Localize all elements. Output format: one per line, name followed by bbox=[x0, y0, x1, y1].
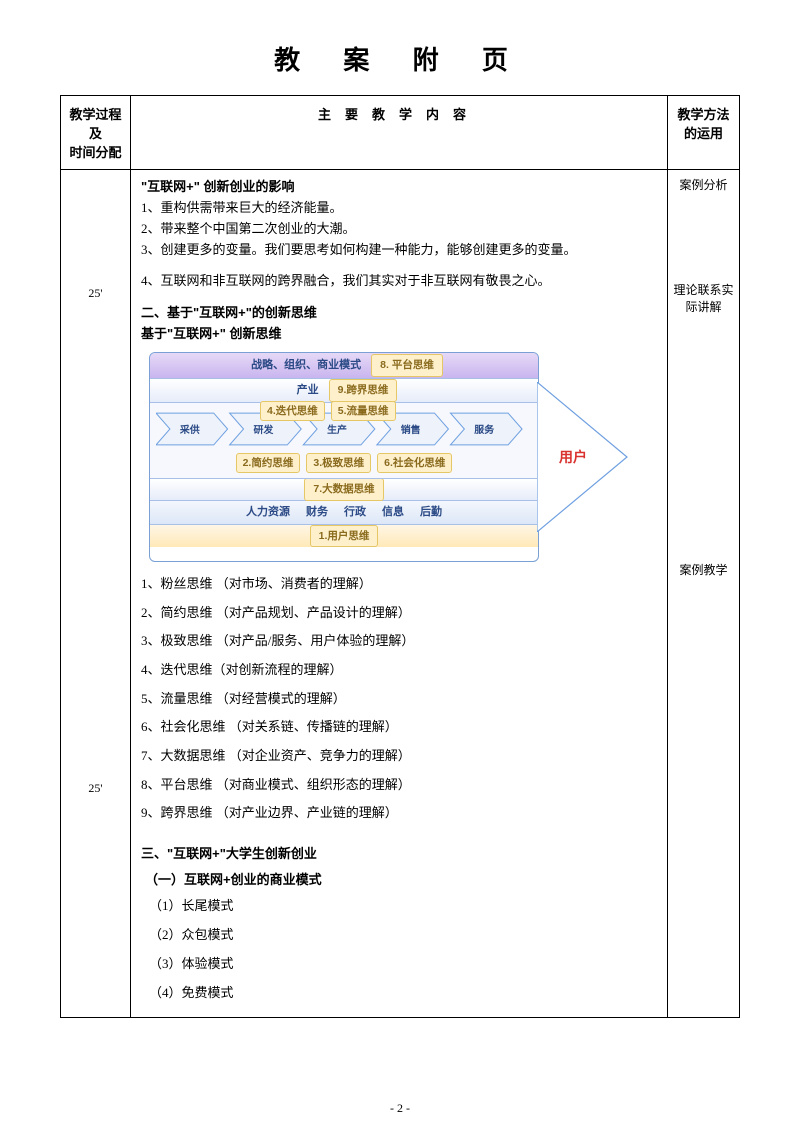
svg-text:销售: 销售 bbox=[401, 423, 421, 436]
think-5: 5、流量思维 （对经营模式的理解） bbox=[141, 687, 657, 712]
tag-cross: 9.跨界思维 bbox=[329, 379, 398, 401]
heading-impact: "互联网+" 创新创业的影响 bbox=[141, 177, 657, 197]
mode-3: （3）体验模式 bbox=[149, 952, 657, 977]
dept-log: 后勤 bbox=[420, 504, 442, 521]
diagram-body: 战略、组织、商业模式 8. 平台思维 产业 9.跨界思维 4.迭代思维 5.流量… bbox=[149, 352, 539, 562]
section-3-list: （一）互联网+创业的商业模式 （1）长尾模式 （2）众包模式 （3）体验模式 （… bbox=[141, 870, 657, 1005]
svg-text:生产: 生产 bbox=[327, 423, 347, 436]
chev-1: 采供 bbox=[156, 413, 228, 445]
header-row: 教学过程 及 时间分配 主要教学内容 教学方法 的运用 bbox=[61, 96, 740, 170]
heading-section-3: 三、"互联网+"大学生创新创业 bbox=[141, 844, 657, 864]
think-8: 8、平台思维 （对商业模式、组织形态的理解） bbox=[141, 773, 657, 798]
mode-4: （4）免费模式 bbox=[149, 981, 657, 1006]
diagram-row-industry: 产业 9.跨界思维 bbox=[150, 379, 538, 403]
tag-user: 1.用户思维 bbox=[310, 525, 379, 547]
col-header-method: 教学方法 的运用 bbox=[668, 96, 740, 170]
think-4: 4、迭代思维（对创新流程的理解） bbox=[141, 658, 657, 683]
page-title: 教 案 附 页 bbox=[60, 40, 740, 77]
mode-1: （1）长尾模式 bbox=[149, 894, 657, 919]
dept-info: 信息 bbox=[382, 504, 404, 521]
tag-ultimate: 3.极致思维 bbox=[306, 453, 371, 473]
mode-2: （2）众包模式 bbox=[149, 923, 657, 948]
heading-3a: （一）互联网+创业的商业模式 bbox=[145, 870, 657, 890]
tag-social: 6.社会化思维 bbox=[377, 453, 452, 473]
think-3: 3、极致思维 （对产品/服务、用户体验的理解） bbox=[141, 629, 657, 654]
svg-text:研发: 研发 bbox=[253, 423, 273, 436]
impact-1: 1、重构供需带来巨大的经济能量。 bbox=[141, 198, 657, 218]
content-cell: "互联网+" 创新创业的影响 1、重构供需带来巨大的经济能量。 2、带来整个中国… bbox=[131, 170, 668, 1018]
chev-5: 服务 bbox=[450, 413, 522, 445]
method-cell: 案例分析 理论联系实 际讲解 案例教学 bbox=[668, 170, 740, 1018]
svg-text:采供: 采供 bbox=[179, 423, 200, 436]
user-arrow: 用户 bbox=[537, 382, 629, 532]
strategy-label: 战略、组织、商业模式 bbox=[251, 357, 361, 374]
impact-4: 4、互联网和非互联网的跨界融合，我们其实对于非互联网有敬畏之心。 bbox=[141, 271, 657, 291]
time-1: 25' bbox=[63, 286, 128, 301]
time-cell: 25' 25' bbox=[61, 170, 131, 1018]
diagram-row-user: 1.用户思维 bbox=[150, 525, 538, 547]
tag-traffic: 5.流量思维 bbox=[331, 401, 396, 421]
lesson-table: 教学过程 及 时间分配 主要教学内容 教学方法 的运用 25' 25' "互联网… bbox=[60, 95, 740, 1018]
col-header-content: 主要教学内容 bbox=[131, 96, 668, 170]
tag-row-upper: 4.迭代思维 5.流量思维 bbox=[258, 401, 398, 421]
tag-iterate: 4.迭代思维 bbox=[260, 401, 325, 421]
think-7: 7、大数据思维 （对企业资产、竞争力的理解） bbox=[141, 744, 657, 769]
dept-admin: 行政 bbox=[344, 504, 366, 521]
dept-fin: 财务 bbox=[306, 504, 328, 521]
impact-2: 2、带来整个中国第二次创业的大潮。 bbox=[141, 219, 657, 239]
diagram-row-valuechain: 4.迭代思维 5.流量思维 采供 研发 bbox=[150, 403, 538, 479]
diagram-row-dept: 人力资源 财务 行政 信息 后勤 bbox=[150, 501, 538, 525]
page-number: - 2 - bbox=[0, 1101, 800, 1116]
diagram-row-strategy: 战略、组织、商业模式 8. 平台思维 bbox=[150, 353, 538, 379]
think-6: 6、社会化思维 （对关系链、传播链的理解） bbox=[141, 715, 657, 740]
think-2: 2、简约思维 （对产品规划、产品设计的理解） bbox=[141, 601, 657, 626]
tag-simple: 2.简约思维 bbox=[236, 453, 301, 473]
method-3: 案例教学 bbox=[670, 561, 737, 578]
thinking-diagram: 战略、组织、商业模式 8. 平台思维 产业 9.跨界思维 4.迭代思维 5.流量… bbox=[149, 352, 629, 562]
user-label: 用户 bbox=[559, 449, 587, 465]
think-9: 9、跨界思维 （对产业边界、产业链的理解） bbox=[141, 801, 657, 826]
tag-row-lower: 2.简约思维 3.极致思维 6.社会化思维 bbox=[150, 451, 538, 475]
method-2: 理论联系实 际讲解 bbox=[670, 281, 737, 315]
tag-platform: 8. 平台思维 bbox=[371, 354, 443, 376]
heading-section-2b: 基于"互联网+" 创新思维 bbox=[141, 324, 657, 344]
body-row: 25' 25' "互联网+" 创新创业的影响 1、重构供需带来巨大的经济能量。 … bbox=[61, 170, 740, 1018]
svg-text:服务: 服务 bbox=[474, 423, 494, 436]
impact-3: 3、创建更多的变量。我们要思考如何构建一种能力，能够创建更多的变量。 bbox=[141, 240, 657, 260]
heading-section-2: 二、基于"互联网+"的创新思维 bbox=[141, 303, 657, 323]
think-1: 1、粉丝思维 （对市场、消费者的理解） bbox=[141, 572, 657, 597]
tag-bigdata: 7.大数据思维 bbox=[304, 478, 383, 500]
industry-label: 产业 bbox=[297, 382, 319, 399]
col-header-process: 教学过程 及 时间分配 bbox=[61, 96, 131, 170]
method-1: 案例分析 bbox=[670, 176, 737, 193]
diagram-row-bigdata: 7.大数据思维 bbox=[150, 479, 538, 501]
nine-thinking-list: 1、粉丝思维 （对市场、消费者的理解） 2、简约思维 （对产品规划、产品设计的理… bbox=[141, 572, 657, 826]
time-2: 25' bbox=[63, 781, 128, 796]
dept-hr: 人力资源 bbox=[246, 504, 290, 521]
